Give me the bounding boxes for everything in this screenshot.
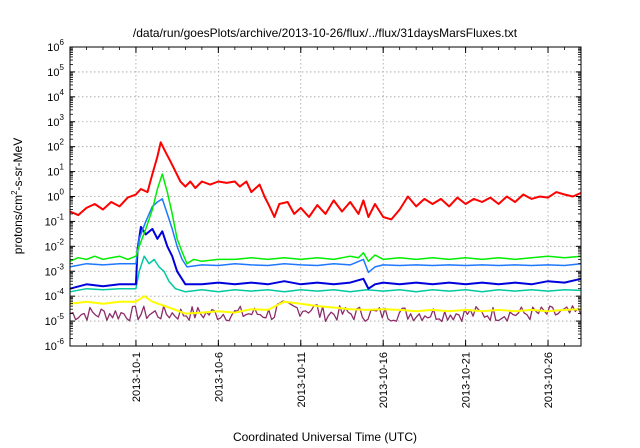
y-tick-exponent: 5 xyxy=(60,63,65,72)
y-tick-base: 10 xyxy=(47,92,59,104)
y-tick-label: 10-4 xyxy=(45,287,65,303)
y-tick-exponent: -6 xyxy=(57,337,65,346)
y-tick-label: 103 xyxy=(47,113,64,129)
y-tick-base: 10 xyxy=(45,291,57,303)
y-tick-base: 10 xyxy=(47,67,59,79)
y-tick-base: 10 xyxy=(45,316,57,328)
y-tick-base: 10 xyxy=(45,241,57,253)
y-tick-label: 10-6 xyxy=(45,337,65,353)
y-tick-base: 10 xyxy=(45,216,57,228)
y-tick-exponent: 1 xyxy=(60,163,65,172)
series-line-lightblue xyxy=(69,198,582,274)
series-line-yellow xyxy=(69,295,582,315)
y-tick-exponent: -5 xyxy=(57,312,65,321)
y-tick-exponent: 2 xyxy=(60,138,65,147)
y-tick-exponent: -1 xyxy=(57,212,65,221)
y-tick-label: 102 xyxy=(47,138,64,154)
y-tick-label: 104 xyxy=(47,88,64,104)
y-tick-base: 10 xyxy=(47,192,59,204)
y-tick-exponent: 4 xyxy=(60,88,65,97)
y-tick-label: 101 xyxy=(47,163,64,179)
y-label-base: protons/cm xyxy=(11,195,25,254)
y-tick-exponent: 3 xyxy=(60,113,65,122)
tick-marks: 10-610-510-410-310-210-11001011021031041… xyxy=(45,38,581,408)
y-tick-exponent: 0 xyxy=(60,188,65,197)
series-line-purple xyxy=(69,300,582,323)
y-tick-label: 105 xyxy=(47,63,64,79)
y-tick-base: 10 xyxy=(47,167,59,179)
x-axis-label: Coordinated Universal Time (UTC) xyxy=(233,430,417,444)
chart-title: /data/run/goesPlots/archive/2013-10-26/f… xyxy=(133,26,518,40)
x-tick-label: 2013-10-6 xyxy=(213,352,225,402)
series-layer xyxy=(69,141,582,323)
y-label-rest: -s-sr-MeV xyxy=(11,138,25,191)
y-tick-label: 10-5 xyxy=(45,312,65,328)
y-tick-exponent: -3 xyxy=(57,262,65,271)
y-tick-label: 10-1 xyxy=(45,212,65,228)
x-tick-label: 2013-10-21 xyxy=(461,352,473,408)
series-line-teal xyxy=(69,255,582,293)
y-tick-exponent: 6 xyxy=(60,38,65,47)
series-line-red xyxy=(69,141,582,221)
y-tick-base: 10 xyxy=(45,266,57,278)
y-tick-label: 10-2 xyxy=(45,237,65,253)
x-tick-label: 2013-10-26 xyxy=(543,352,555,408)
y-tick-base: 10 xyxy=(47,117,59,129)
y-axis-label: protons/cm2-s-sr-MeV xyxy=(10,138,25,254)
y-axis-label-text: protons/cm2-s-sr-MeV xyxy=(10,138,25,254)
y-tick-base: 10 xyxy=(47,142,59,154)
y-tick-label: 100 xyxy=(47,188,64,204)
y-tick-base: 10 xyxy=(47,42,59,54)
y-tick-label: 106 xyxy=(47,38,64,54)
y-tick-label: 10-3 xyxy=(45,262,65,278)
x-tick-label: 2013-10-1 xyxy=(131,352,143,402)
y-label-exponent: 2 xyxy=(10,190,19,195)
y-tick-base: 10 xyxy=(45,341,57,353)
y-tick-exponent: -2 xyxy=(57,237,65,246)
x-tick-label: 2013-10-16 xyxy=(378,352,390,408)
grid-lines xyxy=(70,47,581,346)
y-tick-exponent: -4 xyxy=(57,287,65,296)
x-tick-label: 2013-10-11 xyxy=(296,352,308,407)
series-line-green xyxy=(69,173,582,265)
